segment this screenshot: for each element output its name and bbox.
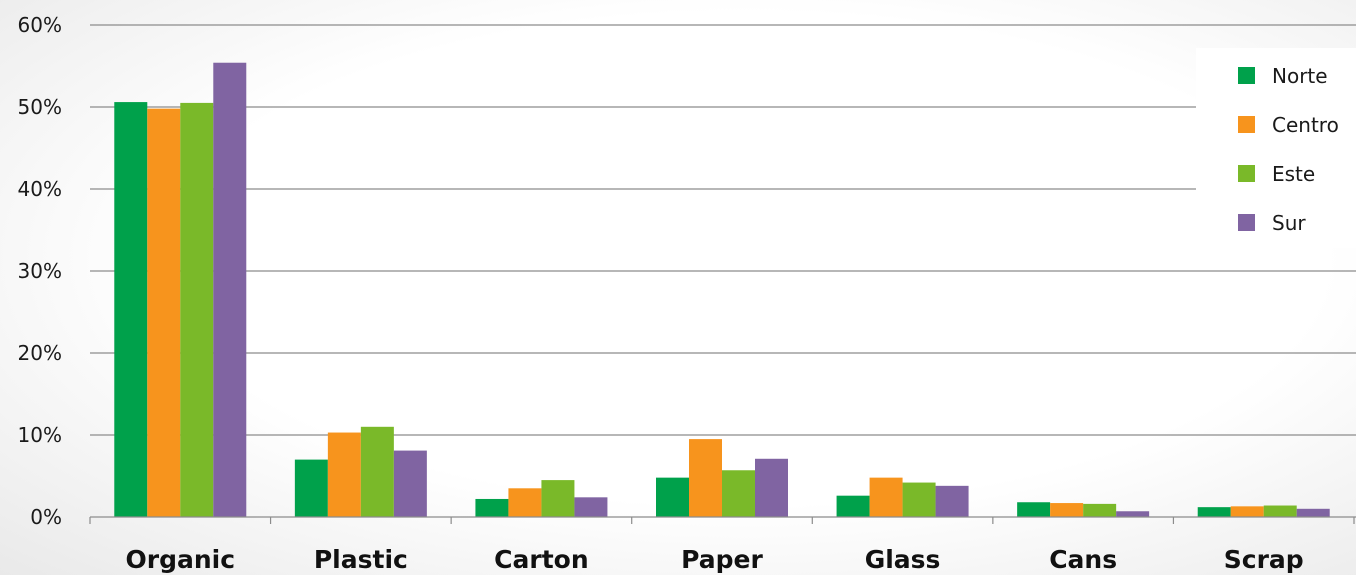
- bar-paper-este: [722, 470, 755, 517]
- bar-carton-sur: [574, 497, 608, 517]
- bar-organic-norte: [114, 102, 148, 517]
- y-axis-tick-labels: 0% 10% 20% 30% 40% 50% 60%: [18, 13, 62, 529]
- bar-paper-centro: [689, 439, 722, 517]
- bar-organic-centro: [147, 108, 181, 517]
- x-category-label: Scrap: [1224, 545, 1304, 574]
- bar-scrap-sur: [1296, 508, 1330, 517]
- bars: [114, 62, 1330, 518]
- y-tick-label: 50%: [18, 95, 62, 119]
- legend-background: [1196, 48, 1356, 248]
- bar-plastic-norte: [294, 459, 328, 517]
- bar-plastic-sur: [393, 450, 427, 517]
- legend-swatch-este: [1238, 165, 1255, 182]
- x-category-label: Plastic: [314, 545, 408, 574]
- bar-scrap-este: [1263, 505, 1297, 517]
- y-tick-label: 10%: [18, 423, 62, 447]
- legend-label-centro: Centro: [1272, 113, 1339, 137]
- gridlines: [90, 24, 1356, 436]
- bar-plastic-este: [360, 426, 394, 517]
- bar-carton-centro: [508, 488, 542, 517]
- bar-cans-sur: [1116, 511, 1150, 517]
- x-category-label: Paper: [681, 545, 763, 574]
- bar-glass-este: [902, 482, 936, 517]
- legend-swatch-norte: [1238, 67, 1255, 84]
- y-tick-label: 30%: [18, 259, 62, 283]
- bar-glass-norte: [836, 495, 870, 517]
- x-category-label: Glass: [865, 545, 941, 574]
- bar-organic-sur: [213, 62, 247, 517]
- bar-scrap-norte: [1197, 507, 1231, 517]
- legend-label-este: Este: [1272, 162, 1315, 186]
- legend: Norte Centro Este Sur: [1196, 48, 1356, 248]
- legend-label-sur: Sur: [1272, 211, 1306, 235]
- bar-plastic-centro: [327, 432, 361, 517]
- x-category-label: Carton: [494, 545, 588, 574]
- bar-glass-centro: [869, 477, 903, 517]
- bar-paper-sur: [755, 458, 788, 517]
- y-tick-label: 0%: [30, 505, 62, 529]
- x-category-label: Organic: [126, 545, 236, 574]
- bar-carton-este: [541, 480, 575, 517]
- bar-scrap-centro: [1230, 506, 1264, 517]
- legend-swatch-sur: [1238, 214, 1255, 231]
- y-tick-label: 60%: [18, 13, 62, 37]
- y-tick-label: 40%: [18, 177, 62, 201]
- x-category-label: Cans: [1049, 545, 1117, 574]
- bar-paper-norte: [656, 477, 689, 517]
- bar-organic-este: [180, 102, 214, 518]
- bar-cans-este: [1083, 503, 1117, 517]
- bar-glass-sur: [935, 485, 969, 517]
- legend-swatch-centro: [1238, 116, 1255, 133]
- x-axis: Organic Plastic Carton Paper Glass Cans Scrap: [89, 516, 1356, 574]
- bar-cans-centro: [1050, 503, 1084, 517]
- bar-cans-norte: [1017, 502, 1051, 517]
- y-tick-label: 20%: [18, 341, 62, 365]
- legend-label-norte: Norte: [1272, 64, 1328, 88]
- bar-carton-norte: [475, 498, 509, 517]
